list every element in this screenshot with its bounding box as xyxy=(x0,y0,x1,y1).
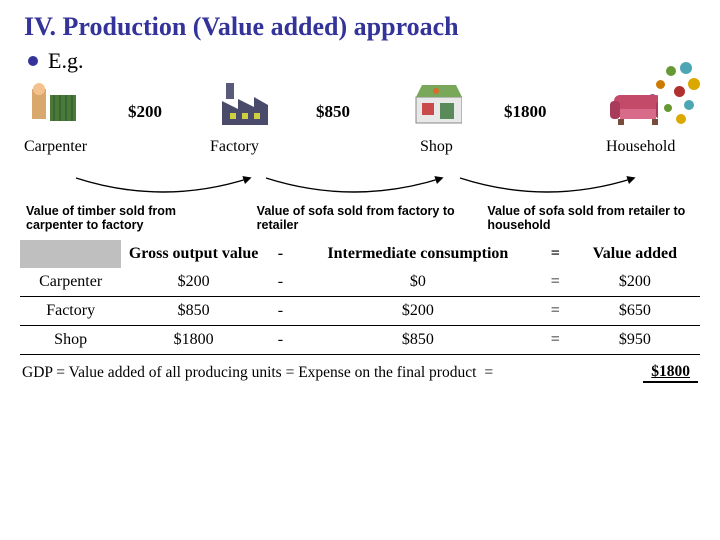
row-cell: = xyxy=(541,268,570,297)
row-cell: $0 xyxy=(295,268,541,297)
node-label-factory: Factory xyxy=(210,138,259,156)
row-cell: - xyxy=(266,268,295,297)
factory-icon xyxy=(220,82,270,126)
col-va: Value added xyxy=(570,240,700,268)
row-cell: $200 xyxy=(121,268,266,297)
table-row: Factory$850-$200=$650 xyxy=(20,297,700,326)
row-label: Factory xyxy=(20,297,121,326)
carpenter-icon xyxy=(26,82,76,126)
row-cell: $200 xyxy=(570,268,700,297)
row-cell: = xyxy=(541,297,570,326)
example-bullet: E.g. xyxy=(0,46,720,82)
page-title: IV. Production (Value added) approach xyxy=(0,0,720,46)
sofa-icon xyxy=(608,82,658,126)
col-gross: Gross output value xyxy=(121,240,266,268)
row-cell: $850 xyxy=(295,326,541,355)
gdp-equals: = xyxy=(484,364,493,382)
row-cell: = xyxy=(541,326,570,355)
desc-3: Value of sofa sold from retailer to hous… xyxy=(481,204,700,232)
col-inter: Intermediate consumption xyxy=(295,240,541,268)
desc-1: Value of timber sold from carpenter to f… xyxy=(20,204,239,232)
gdp-text: GDP = Value added of all producing units… xyxy=(22,364,476,382)
example-label: E.g. xyxy=(48,48,83,74)
flow-descriptions: Value of timber sold from carpenter to f… xyxy=(20,204,700,232)
node-label-household: Household xyxy=(606,138,675,156)
price-2: $850 xyxy=(316,102,350,122)
desc-2: Value of sofa sold from factory to retai… xyxy=(251,204,470,232)
gdp-total: $1800 xyxy=(643,363,698,383)
node-label-shop: Shop xyxy=(420,138,453,156)
node-label-carpenter: Carpenter xyxy=(24,138,87,156)
row-label: Carpenter xyxy=(20,268,121,297)
value-added-table: Gross output value - Intermediate consum… xyxy=(20,240,700,355)
shop-icon xyxy=(412,82,462,126)
row-cell: $850 xyxy=(121,297,266,326)
flow-arcs xyxy=(30,176,690,202)
price-3: $1800 xyxy=(504,102,547,122)
row-cell: $1800 xyxy=(121,326,266,355)
table-row: Carpenter$200-$0=$200 xyxy=(20,268,700,297)
col-minus: - xyxy=(266,240,295,268)
row-cell: $950 xyxy=(570,326,700,355)
gdp-summary: GDP = Value added of all producing units… xyxy=(0,355,720,383)
col-eq: = xyxy=(541,240,570,268)
row-cell: $650 xyxy=(570,297,700,326)
row-cell: - xyxy=(266,326,295,355)
row-cell: $200 xyxy=(295,297,541,326)
bullet-icon xyxy=(28,56,38,66)
flow-diagram: Carpenter Factory Shop Household $200 $8… xyxy=(20,82,700,172)
row-label: Shop xyxy=(20,326,121,355)
row-cell: - xyxy=(266,297,295,326)
table-row: Shop$1800-$850=$950 xyxy=(20,326,700,355)
price-1: $200 xyxy=(128,102,162,122)
